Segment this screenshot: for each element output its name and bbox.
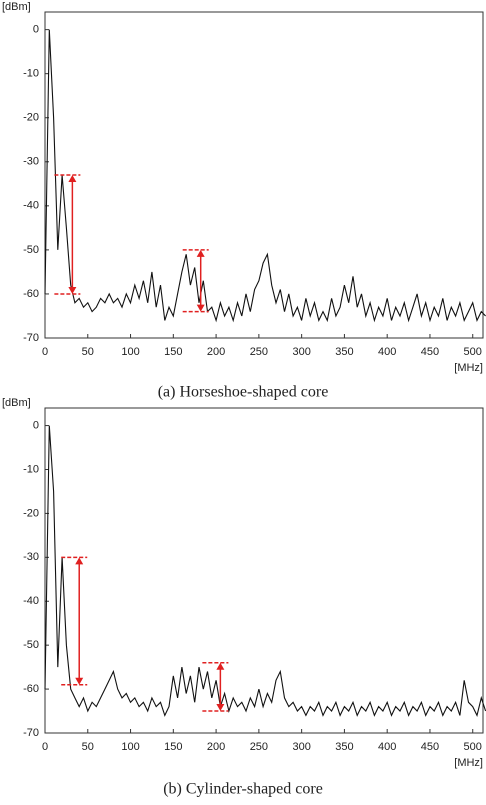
arrow-head (75, 557, 84, 565)
x-tick-label: 200 (207, 741, 225, 753)
caption: (a) Horseshoe-shaped core (158, 384, 329, 401)
x-tick-label: 0 (42, 346, 48, 358)
x-tick-label: 50 (82, 346, 94, 358)
y-tick-label: -70 (23, 332, 39, 344)
y-tick-label: -10 (23, 463, 39, 475)
x-tick-label: 450 (421, 346, 439, 358)
y-tick-label: -60 (23, 288, 39, 300)
arrow-head (68, 286, 77, 294)
x-tick-label: 100 (121, 741, 139, 753)
arrow-head (196, 304, 205, 312)
x-tick-label: 400 (378, 741, 396, 753)
plot-frame (44, 11, 484, 339)
x-tick-label: 0 (42, 741, 48, 753)
x-tick-label: 400 (378, 346, 396, 358)
arrow-head (216, 704, 225, 712)
y-tick-label: 0 (33, 24, 39, 36)
y-tick-label: -10 (23, 68, 39, 80)
y-tick-label: -60 (23, 683, 39, 695)
x-tick-label: 250 (250, 346, 268, 358)
x-tick-label: 200 (207, 346, 225, 358)
spectrum-line (44, 425, 486, 718)
y-tick-label: -30 (23, 551, 39, 563)
x-tick-label: 150 (164, 741, 182, 753)
y-tick-label: -50 (23, 244, 39, 256)
y-tick-label: -50 (23, 639, 39, 651)
x-tick-label: 300 (292, 346, 310, 358)
y-tick-label: -20 (23, 112, 39, 124)
plot-frame (44, 407, 484, 734)
y-tick-label: -40 (23, 200, 39, 212)
y-tick-label: -30 (23, 156, 39, 168)
x-axis-label: [MHz] (454, 757, 483, 769)
arrow-head (216, 662, 225, 670)
x-tick-label: 450 (421, 741, 439, 753)
caption: (b) Cylinder-shaped core (163, 781, 323, 798)
x-tick-label: 50 (82, 741, 94, 753)
x-tick-label: 500 (464, 741, 482, 753)
y-tick-label: -40 (23, 595, 39, 607)
x-tick-label: 100 (121, 346, 139, 358)
y-tick-label: -20 (23, 507, 39, 519)
x-tick-label: 250 (250, 741, 268, 753)
x-axis-label: [MHz] (454, 362, 483, 374)
arrow-head (75, 677, 84, 685)
x-tick-label: 350 (335, 741, 353, 753)
y-tick-label: -70 (23, 727, 39, 739)
spectrum-line (44, 29, 486, 323)
x-tick-label: 500 (464, 346, 482, 358)
y-tick-label: 0 (33, 419, 39, 431)
y-axis-label: [dBm] (2, 1, 31, 13)
x-tick-label: 150 (164, 346, 182, 358)
x-tick-label: 350 (335, 346, 353, 358)
y-axis-label: [dBm] (2, 397, 31, 409)
arrow-head (196, 249, 205, 257)
arrow-head (68, 175, 77, 182)
x-tick-label: 300 (292, 741, 310, 753)
